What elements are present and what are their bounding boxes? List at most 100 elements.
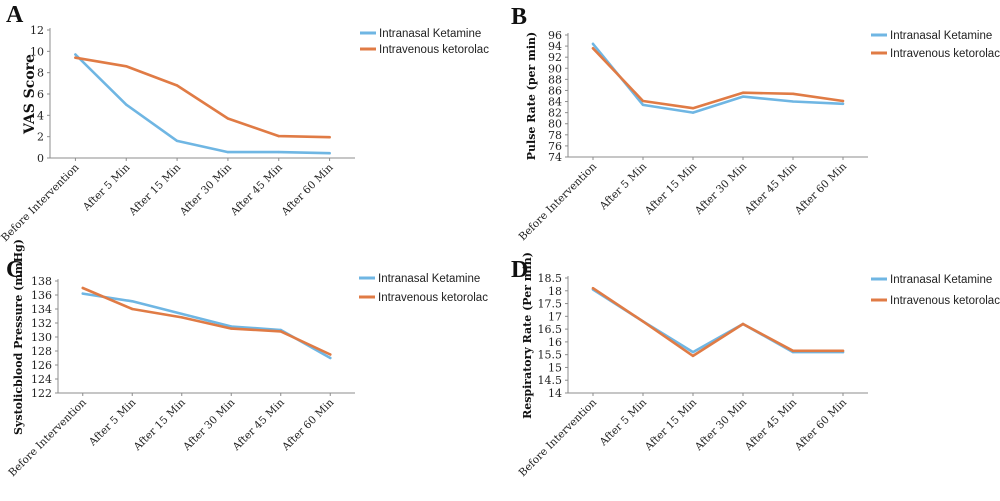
legend-label-ketorolac: Intravenous ketorolac bbox=[378, 292, 488, 304]
series-line-ketamine bbox=[74, 53, 331, 155]
x-tick-label: After 45 Min bbox=[742, 396, 799, 453]
y-tick-label: 17.5 bbox=[538, 298, 563, 311]
x-tick-label: After 30 Min bbox=[177, 161, 234, 218]
data-point-ketorolac bbox=[591, 287, 595, 290]
y-tick-label: 18.5 bbox=[538, 272, 563, 285]
series-line-ketorolac bbox=[81, 286, 332, 356]
series-line-ketorolac bbox=[591, 46, 845, 110]
y-tick-label: 90 bbox=[548, 62, 562, 75]
chart-panel-a: A 0 2 4 6 8 10 12 Before Intervention After 5 Min… bbox=[0, 2, 489, 244]
data-point-ketorolac bbox=[741, 322, 745, 326]
data-point-ketamine bbox=[841, 102, 845, 105]
y-tick-label: 10 bbox=[30, 45, 44, 58]
y-tick-label: 136 bbox=[31, 289, 52, 302]
x-tick-label: After 60 Min bbox=[279, 161, 336, 218]
panel-letter-a: A bbox=[6, 2, 24, 28]
x-tick-label: After 45 Min bbox=[742, 160, 799, 217]
y-tick-label: 17 bbox=[548, 310, 562, 323]
data-point-ketorolac bbox=[641, 320, 645, 323]
data-point-ketorolac bbox=[691, 107, 695, 110]
data-point-ketorolac bbox=[641, 99, 645, 103]
data-point-ketorolac bbox=[125, 65, 128, 68]
series-line-ketorolac bbox=[74, 56, 331, 139]
data-point-ketorolac bbox=[81, 286, 84, 290]
data-point-ketorolac bbox=[591, 47, 595, 50]
data-point-ketamine bbox=[641, 103, 645, 107]
data-point-ketorolac bbox=[175, 84, 179, 87]
data-point-ketamine bbox=[175, 139, 179, 143]
y-tick-label: 96 bbox=[548, 29, 562, 42]
data-point-ketamine bbox=[277, 150, 280, 154]
data-point-ketamine bbox=[329, 356, 332, 360]
data-point-ketamine bbox=[81, 292, 84, 295]
y-tick-label: 94 bbox=[548, 40, 562, 53]
panel-letter-c: C bbox=[6, 257, 23, 283]
series-line-ketamine bbox=[591, 288, 845, 354]
y-tick-label: 122 bbox=[31, 387, 52, 400]
y-tick-label: 14.5 bbox=[538, 374, 563, 387]
y-tick-label: 128 bbox=[31, 345, 52, 358]
x-tick-label: After 60 Min bbox=[792, 396, 849, 453]
x-tick-label: After 15 Min bbox=[126, 161, 183, 218]
data-point-ketamine bbox=[691, 111, 695, 114]
x-tick-label: After 5 Min bbox=[86, 396, 138, 448]
data-point-ketorolac bbox=[131, 307, 134, 311]
data-point-ketorolac bbox=[841, 99, 845, 103]
data-point-ketorolac bbox=[74, 56, 77, 59]
y-tick-label: 15 bbox=[548, 361, 562, 374]
y-tick-label: 84 bbox=[548, 96, 562, 109]
y-tick-label: 130 bbox=[31, 331, 52, 344]
data-point-ketorolac bbox=[791, 349, 795, 353]
y-tick-label: 78 bbox=[548, 129, 562, 142]
x-tick-label: After 15 Min bbox=[642, 160, 699, 217]
x-tick-label: After 45 Min bbox=[228, 161, 285, 218]
y-tick-label: 74 bbox=[548, 151, 562, 164]
y-tick-label: 86 bbox=[548, 84, 562, 97]
data-point-ketorolac bbox=[329, 353, 332, 356]
data-point-ketamine bbox=[180, 312, 183, 316]
legend-label-ketamine: Intranasal Ketamine bbox=[379, 28, 481, 40]
y-tick-label: 132 bbox=[31, 317, 52, 330]
y-tick-label: 92 bbox=[548, 51, 562, 64]
x-tick-label: After 5 Min bbox=[597, 160, 649, 212]
data-point-ketamine bbox=[230, 325, 233, 328]
legend-label-ketamine: Intranasal Ketamine bbox=[890, 274, 992, 286]
y-tick-label: 80 bbox=[548, 118, 562, 131]
x-tick-label: After 5 Min bbox=[597, 396, 649, 448]
legend-label-ketamine: Intranasal Ketamine bbox=[378, 273, 480, 285]
y-tick-label: 76 bbox=[548, 140, 562, 153]
y-tick-label: 0 bbox=[37, 152, 44, 165]
data-point-ketorolac bbox=[741, 91, 745, 94]
data-point-ketamine bbox=[328, 152, 331, 155]
data-point-ketorolac bbox=[279, 330, 282, 333]
legend-label-ketamine: Intranasal Ketamine bbox=[890, 30, 992, 42]
data-point-ketorolac bbox=[841, 349, 845, 353]
data-point-ketamine bbox=[125, 103, 128, 106]
x-tick-label: After 30 Min bbox=[180, 396, 237, 453]
y-tick-label: 15.5 bbox=[538, 349, 563, 362]
y-tick-label: 126 bbox=[31, 359, 52, 372]
y-tick-label: 14 bbox=[548, 387, 562, 400]
data-point-ketamine bbox=[74, 53, 77, 56]
y-axis-label: Respiratory Rate (Per min) bbox=[521, 252, 534, 419]
data-point-ketorolac bbox=[180, 316, 183, 319]
y-tick-label: 82 bbox=[548, 107, 562, 120]
y-axis-label: VAS Score bbox=[22, 54, 38, 135]
data-point-ketamine bbox=[226, 150, 230, 154]
y-axis-label: Systolicblood Pressure (mmHg) bbox=[12, 239, 25, 435]
y-tick-label: 2 bbox=[37, 131, 44, 144]
data-point-ketorolac bbox=[691, 354, 695, 358]
y-tick-label: 88 bbox=[548, 73, 562, 86]
x-tick-label: After 30 Min bbox=[692, 396, 749, 453]
x-tick-label: After 45 Min bbox=[230, 396, 287, 453]
data-point-ketorolac bbox=[230, 327, 233, 330]
y-tick-label: 4 bbox=[37, 109, 44, 122]
legend-label-ketorolac: Intravenous ketorolac bbox=[890, 295, 1000, 307]
data-point-ketamine bbox=[131, 300, 134, 303]
data-point-ketamine bbox=[591, 42, 595, 46]
data-point-ketamine bbox=[791, 100, 795, 103]
